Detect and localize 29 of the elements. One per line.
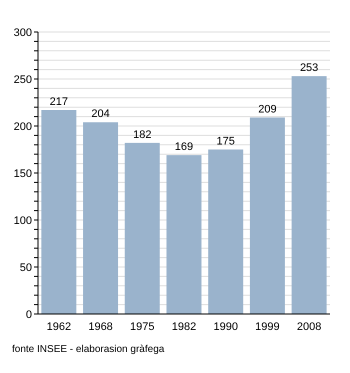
bar (250, 118, 285, 314)
y-tick-label: 50 (20, 262, 32, 274)
x-tick-label: 1999 (255, 320, 280, 333)
bar (166, 155, 202, 314)
y-tick-label: 200 (14, 120, 32, 133)
bar (208, 150, 244, 314)
y-tick-label: 300 (14, 26, 32, 39)
x-tick-label: 1982 (172, 320, 196, 333)
x-tick-label: 1975 (130, 320, 155, 333)
y-tick-label: 150 (14, 168, 32, 180)
bar (41, 110, 76, 314)
data-label: 217 (50, 96, 68, 108)
data-label: 169 (174, 141, 194, 154)
bar (124, 142, 160, 314)
y-tick-label: 250 (14, 74, 32, 86)
x-tick-label: 1968 (88, 320, 113, 333)
x-tick-label: 1962 (46, 320, 72, 333)
data-label: 182 (133, 128, 152, 141)
data-label: 209 (258, 104, 277, 116)
y-tick-label: 0 (26, 308, 32, 321)
data-label: 175 (216, 136, 235, 148)
bar (292, 76, 327, 314)
y-tick-label: 100 (14, 214, 32, 227)
data-label: 204 (91, 108, 110, 120)
bar (83, 122, 118, 314)
x-tick-label: 1990 (213, 320, 238, 333)
x-tick-label: 2008 (296, 320, 322, 333)
source-note: fonte INSEE - elaborasion gràfega (12, 344, 166, 355)
data-label: 253 (300, 62, 318, 74)
